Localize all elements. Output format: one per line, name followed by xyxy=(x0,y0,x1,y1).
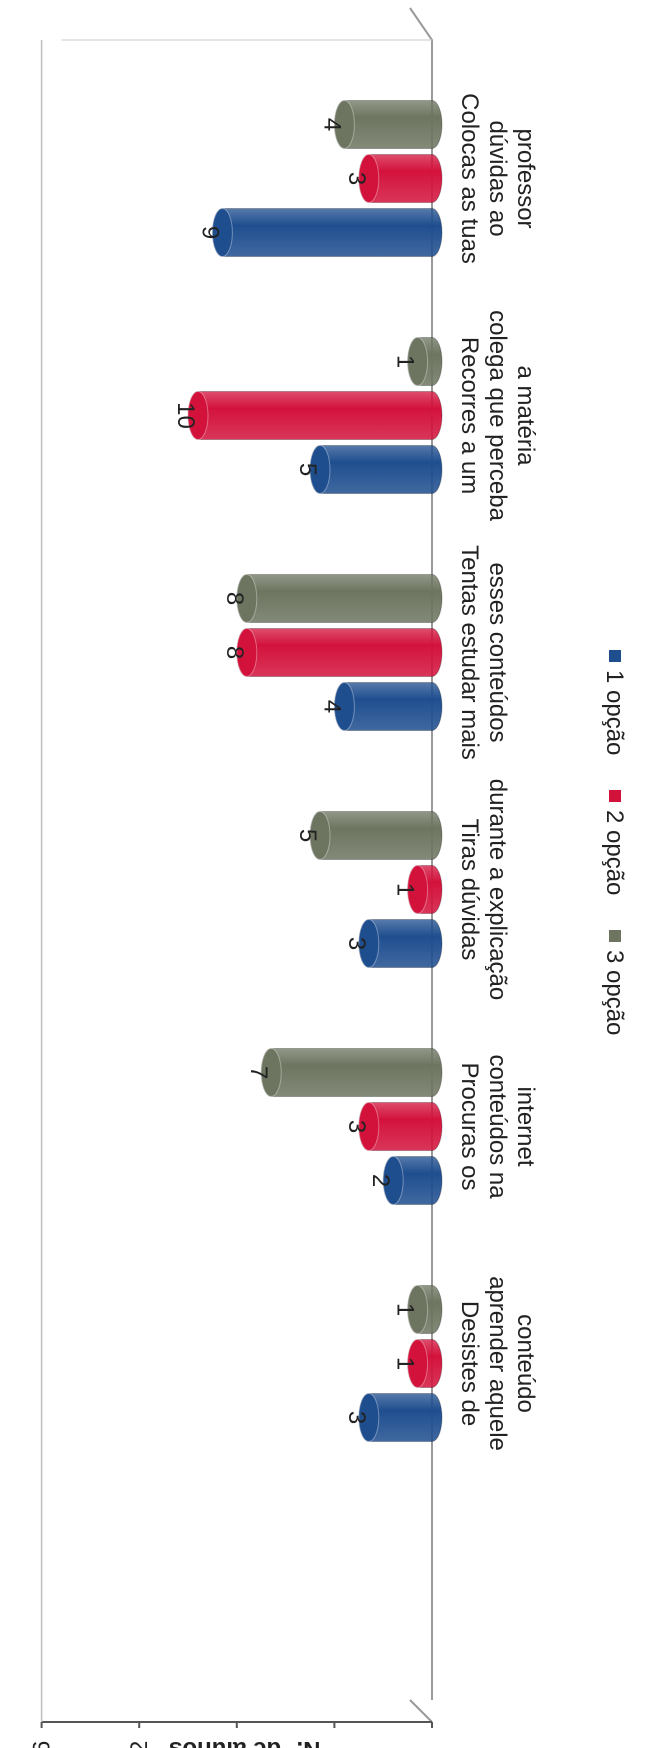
category-label: dúvidas ao xyxy=(484,120,511,236)
category-label: Colocas as tuas xyxy=(456,93,483,264)
category-label: Tiras dúvidas xyxy=(456,819,483,961)
data-labels: 4 3 9 1 10 5 8 8 4 5 1 3 7 3 2 1 1 3 xyxy=(172,118,419,1424)
data-label: 8 xyxy=(221,646,248,659)
bar-3 xyxy=(260,1048,443,1097)
legend-label: 3 opção xyxy=(601,950,628,1035)
data-label: 4 xyxy=(318,700,345,713)
bar-cap xyxy=(211,208,233,257)
data-label: 4 xyxy=(318,118,345,131)
data-label: 3 xyxy=(343,1411,370,1424)
tick-label: 12 xyxy=(126,1741,153,1748)
category-labels: Colocas as tuas dúvidas ao professor Recorr… xyxy=(456,93,539,1451)
bar-cap xyxy=(187,391,209,440)
category-label: internet xyxy=(512,1086,539,1166)
legend-label: 1 opção xyxy=(601,670,628,755)
bar-cap xyxy=(309,445,331,494)
bar-cap xyxy=(358,1393,380,1442)
data-label: 1 xyxy=(392,1303,419,1316)
data-label: 7 xyxy=(245,1066,272,1079)
category-label: conteúdo xyxy=(512,1314,539,1413)
bar-2 xyxy=(187,391,443,440)
bar-cap xyxy=(407,865,429,914)
legend-swatch xyxy=(609,650,621,662)
bar-cap xyxy=(333,682,355,731)
bar-cap xyxy=(309,811,331,860)
data-label: 1 xyxy=(392,883,419,896)
floor-corner xyxy=(409,1699,433,1723)
bar-1 xyxy=(211,208,443,257)
category-label: esses conteúdos xyxy=(484,562,511,742)
data-label: 5 xyxy=(294,463,321,476)
bar-2 xyxy=(236,628,443,677)
chart-walls xyxy=(61,7,433,1723)
data-label: 10 xyxy=(172,402,199,429)
bar-cap xyxy=(407,337,429,386)
bar-cap xyxy=(407,1339,429,1388)
bar-cap xyxy=(260,1048,282,1097)
bar-3 xyxy=(236,574,443,623)
data-label: 3 xyxy=(343,937,370,950)
data-label: 1 xyxy=(392,1357,419,1370)
bar-cap xyxy=(358,919,380,968)
bar-cap xyxy=(407,1285,429,1334)
data-label: 1 xyxy=(392,355,419,368)
data-label: 5 xyxy=(294,829,321,842)
bar-cap xyxy=(236,628,258,677)
bar-cap xyxy=(358,1102,380,1151)
bar-cap xyxy=(333,100,355,149)
category-label: Procuras os xyxy=(456,1062,483,1190)
category-label: a matéria xyxy=(512,365,539,466)
category-label: Tentas estudar mais xyxy=(456,545,483,760)
data-label: 2 xyxy=(367,1174,394,1187)
data-label: 8 xyxy=(221,592,248,605)
legend-label: 2 opção xyxy=(601,810,628,895)
category-label: colega que perceba xyxy=(484,310,511,521)
category-label: aprender aquele xyxy=(484,1276,511,1451)
category-label: conteúdos na xyxy=(484,1054,511,1199)
category-label: Desistes de xyxy=(456,1301,483,1426)
value-axis: 0481216N.º de alunos xyxy=(29,40,446,1748)
category-label: professor xyxy=(512,128,539,228)
legend-swatch xyxy=(609,790,621,802)
value-axis-title: N.º de alunos xyxy=(169,1736,320,1748)
bar-cap xyxy=(382,1156,404,1205)
tick-label: 16 xyxy=(29,1741,56,1748)
data-label: 9 xyxy=(196,226,223,239)
bar-cap xyxy=(236,574,258,623)
data-label: 3 xyxy=(343,1120,370,1133)
bar-cap xyxy=(358,154,380,203)
legend-swatch xyxy=(609,930,621,942)
legend: 1 opção 2 opção 3 opção xyxy=(601,650,628,1035)
category-label: Recorres a um xyxy=(456,337,483,494)
category-label: durante a explicação xyxy=(484,779,511,1000)
data-label: 3 xyxy=(343,172,370,185)
bar-series xyxy=(187,100,443,1442)
